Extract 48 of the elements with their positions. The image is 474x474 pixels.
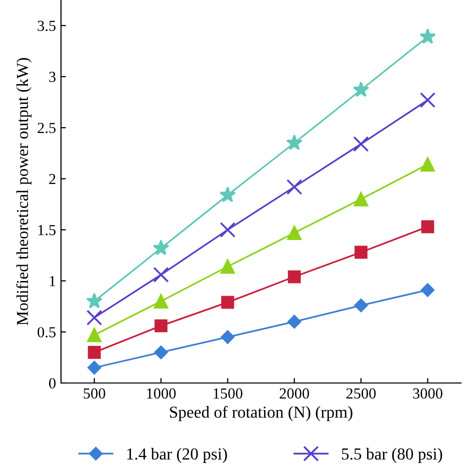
point <box>420 157 435 172</box>
point <box>87 328 102 342</box>
point <box>419 28 436 44</box>
point <box>88 346 101 359</box>
point <box>220 222 236 238</box>
y-tick-label: 3 <box>49 72 56 82</box>
x-axis-title: Speed of rotation (N) (rpm) <box>170 406 352 422</box>
legend-label: 1.4 bar (20 psi) <box>127 448 227 464</box>
point <box>354 192 368 206</box>
legend-label: 5.5 bar (80 psi) <box>342 448 442 464</box>
point <box>88 360 102 374</box>
point <box>220 330 234 344</box>
point <box>420 283 434 297</box>
point <box>86 310 102 326</box>
point <box>220 259 235 274</box>
y-tick-label: 0 <box>49 378 56 388</box>
point <box>219 186 236 202</box>
y-tick-label: 2 <box>49 174 56 184</box>
x-tick-label: 1000 <box>147 388 176 399</box>
point <box>352 81 370 97</box>
y-tick-label: 1 <box>50 276 56 286</box>
point <box>288 314 302 329</box>
x-tick-label: 3000 <box>413 388 442 399</box>
point <box>288 270 301 284</box>
y-axis-title: Modified theoretical power output (kW) <box>16 58 32 326</box>
point <box>286 179 302 195</box>
point <box>154 346 168 360</box>
point <box>420 92 436 108</box>
y-tick-label: 1.5 <box>38 225 56 236</box>
x-tick-label: 2000 <box>280 388 310 399</box>
point <box>221 296 234 309</box>
point <box>86 292 103 308</box>
point <box>154 294 168 308</box>
x-tick-label: 500 <box>84 388 106 399</box>
point <box>354 246 368 259</box>
x-tick-label: 1500 <box>214 388 242 399</box>
point <box>421 220 434 234</box>
point <box>154 319 168 332</box>
point <box>353 136 369 152</box>
point <box>153 266 169 283</box>
y-tick-label: 2.5 <box>38 122 56 134</box>
y-tick-label: 0.5 <box>38 327 56 338</box>
point <box>354 298 368 312</box>
point <box>286 134 303 150</box>
y-tick-label: 3.5 <box>38 20 56 32</box>
point <box>287 226 302 240</box>
point <box>152 240 170 256</box>
x-tick-label: 2500 <box>346 388 376 399</box>
